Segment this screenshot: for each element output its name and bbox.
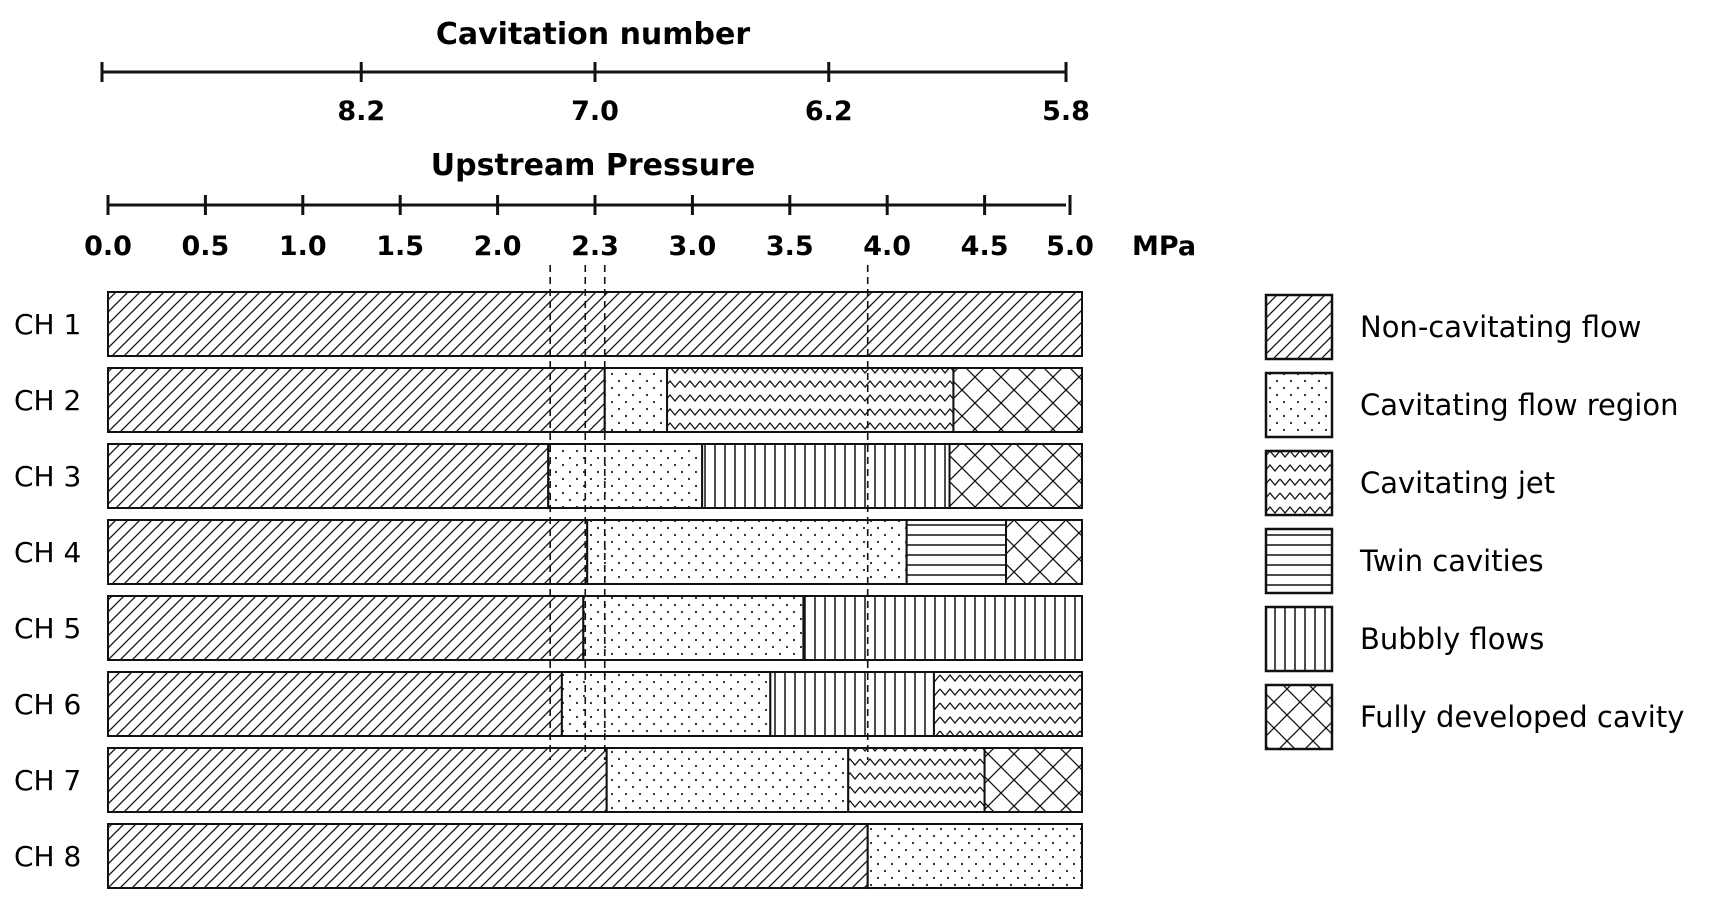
row-5: CH 5 (14, 595, 1083, 661)
row-label-1: CH 1 (14, 308, 81, 341)
pressure-unit-label: MPa (1132, 231, 1196, 262)
row-label-6: CH 6 (14, 688, 81, 721)
cavitation-number-tick-label-1: 7.0 (571, 96, 619, 127)
legend-swatch-bubbly (1264, 605, 1334, 673)
row-4: CH 4 (14, 519, 1084, 585)
legend-swatch-full (1264, 683, 1334, 751)
bar-segment-2-cavflow (603, 367, 669, 433)
legend-swatch-twin (1264, 527, 1334, 595)
bar-segment-4-noncav (107, 519, 589, 585)
bar-segment-6-noncav (107, 671, 563, 737)
reference-lines (549, 265, 869, 760)
bar-segment-7-noncav (107, 747, 608, 813)
row-6: CH 6 (14, 671, 1084, 737)
bar-segment-6-bubbly (769, 671, 935, 737)
bar-segment-3-cavflow (547, 443, 704, 509)
row-7: CH 7 (14, 747, 1083, 813)
row-label-7: CH 7 (14, 764, 81, 797)
pressure-tick-label-4: 2.0 (474, 231, 522, 262)
pressure-tick-label-3: 1.5 (376, 231, 424, 262)
bar-segment-2-noncav (107, 367, 606, 433)
row-1: CH 1 (14, 291, 1083, 357)
bar-segment-4-twin (905, 519, 1008, 585)
pressure-tick-label-9: 4.5 (961, 231, 1009, 262)
cavitation-number-title: Cavitation number (436, 17, 751, 52)
cavitation-number-tick-label-3: 5.8 (1042, 96, 1090, 127)
bar-segment-3-full (948, 443, 1084, 509)
bar-segment-7-full (983, 747, 1083, 813)
pressure-tick-label-6: 3.0 (668, 231, 716, 262)
legend-swatch-noncav (1264, 293, 1334, 361)
bar-segment-7-jet (847, 747, 986, 813)
row-2: CH 2 (14, 367, 1083, 433)
legend: Non-cavitating flow Cavitating flow regio… (1264, 293, 1684, 751)
cavitation-number-tick-label-2: 6.2 (805, 96, 853, 127)
cavitation-number-tick-label-0: 8.2 (337, 96, 385, 127)
pressure-tick-label-0: 0.0 (84, 231, 132, 262)
pressure-tick-label-10: 5.0 (1046, 231, 1094, 262)
bar-segment-4-cavflow (586, 519, 908, 585)
pressure-tick-label-1: 0.5 (181, 231, 229, 262)
cavitation-number-ticks: 8.2 7.0 6.2 5.8 (337, 62, 1090, 127)
legend-label-twin: Twin cavities (1359, 544, 1544, 578)
legend-label-bubbly: Bubbly flows (1360, 622, 1544, 656)
bar-segment-3-noncav (107, 443, 550, 509)
bar-segment-5-cavflow (582, 595, 805, 661)
upstream-pressure-title: Upstream Pressure (431, 148, 755, 183)
legend-label-noncav: Non-cavitating flow (1360, 310, 1642, 344)
bar-segment-8-noncav (107, 823, 869, 889)
bar-rows: CH 1 CH 2 CH 3 CH 4 CH 5 CH 6 CH 7 CH 8 (14, 291, 1084, 889)
bar-segment-5-noncav (107, 595, 585, 661)
pressure-tick-label-8: 4.0 (863, 231, 911, 262)
legend-swatch-jet (1264, 449, 1334, 517)
row-label-4: CH 4 (14, 536, 81, 569)
pressure-tick-label-7: 3.5 (766, 231, 814, 262)
bar-segment-1-noncav (107, 291, 1083, 357)
pressure-tick-label-2: 1.0 (279, 231, 327, 262)
bar-segment-6-cavflow (560, 671, 772, 737)
legend-swatch-cavflow (1264, 371, 1334, 439)
pressure-axis-ticks: 0.0 0.5 1.0 1.5 2.0 2.3 3.0 3.5 4.0 4.5 5.0 (84, 195, 1094, 262)
row-8: CH 8 (14, 823, 1083, 889)
bar-segment-3-bubbly (701, 443, 951, 509)
legend-label-cavflow: Cavitating flow region (1360, 388, 1678, 422)
bar-segment-4-full (1005, 519, 1084, 585)
row-3: CH 3 (14, 443, 1084, 509)
legend-label-full: Fully developed cavity (1360, 700, 1684, 734)
row-label-5: CH 5 (14, 612, 81, 645)
bar-segment-2-full (952, 367, 1083, 433)
bar-segment-2-jet (666, 367, 955, 433)
bar-segment-8-cavflow (866, 823, 1083, 889)
row-label-2: CH 2 (14, 384, 81, 417)
bar-segment-5-bubbly (802, 595, 1083, 661)
bar-segment-7-cavflow (605, 747, 850, 813)
legend-label-jet: Cavitating jet (1360, 466, 1555, 500)
pressure-tick-label-5: 2.3 (571, 231, 619, 262)
row-label-3: CH 3 (14, 460, 81, 493)
row-label-8: CH 8 (14, 840, 81, 873)
bar-segment-6-jet (932, 671, 1084, 737)
